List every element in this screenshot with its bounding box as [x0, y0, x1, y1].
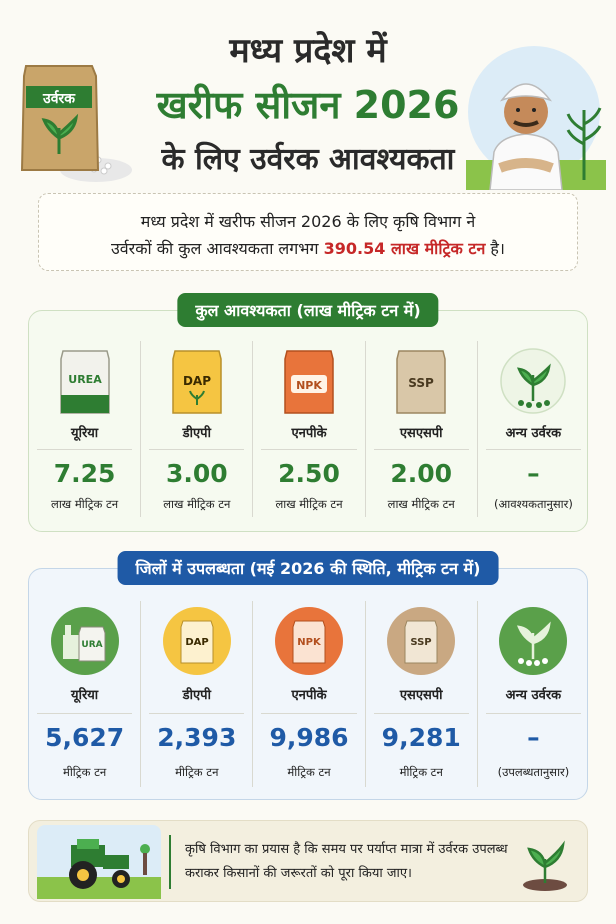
ssp-bag-icon: SSP: [393, 345, 449, 421]
footer-text: कृषि विभाग का प्रयास है कि समय पर पर्याप…: [185, 842, 508, 881]
availability-name-ssp: एसएसपी: [399, 688, 443, 703]
requirement-heading: कुल आवश्यकता (लाख मीट्रिक टन में): [177, 293, 439, 327]
intro-line-2-suffix: है।: [485, 239, 505, 258]
requirement-value-urea: 7.25: [53, 459, 116, 488]
availability-value-other: –: [527, 723, 540, 752]
requirement-panel: कुल आवश्यकता (लाख मीट्रिक टन में) UREA य…: [28, 293, 589, 532]
plant-sprout-icon: [497, 605, 569, 681]
footer-box: कृषि विभाग का प्रयास है कि समय पर पर्याप…: [28, 820, 588, 902]
svg-text:NPK: NPK: [297, 637, 322, 648]
availability-value-npk: 9,986: [269, 723, 349, 752]
title-line-3: के लिए उर्वरक आवश्यकता: [161, 142, 455, 177]
svg-text:SSP: SSP: [411, 637, 432, 648]
divider: [37, 449, 133, 450]
requirement-card-urea: UREA यूरिया 7.25 लाख मीट्रिक टन: [29, 341, 142, 517]
requirement-value-dap: 3.00: [165, 459, 228, 488]
svg-text:DAP: DAP: [183, 374, 211, 388]
intro-line-2: उर्वरकों की कुल आवश्यकता लगभग 390.54 लाख…: [39, 235, 577, 262]
title-line-1: मध्य प्रदेश में: [229, 31, 387, 71]
svg-text:UREA: UREA: [68, 373, 102, 386]
availability-card-ssp: SSP एसएसपी 9,281 मीट्रिक टन: [366, 601, 478, 787]
svg-text:NPK: NPK: [296, 379, 322, 392]
requirement-value-other: –: [527, 459, 540, 488]
availability-card-dap: DAP डीएपी 2,393 मीट्रिक टन: [141, 601, 254, 787]
bag-label-text: उर्वरक: [42, 90, 76, 107]
requirement-card-dap: DAP डीएपी 3.00 लाख मीट्रिक टन: [141, 341, 254, 517]
seedling-icon: [517, 831, 573, 895]
requirement-unit-dap: लाख मीट्रिक टन: [163, 497, 231, 511]
availability-card-npk: NPK एनपीके 9,986 मीट्रिक टन: [253, 601, 366, 787]
divider: [261, 713, 357, 714]
dap-bag-icon: DAP: [161, 605, 233, 681]
requirement-unit-urea: लाख मीट्रिक टन: [51, 497, 119, 511]
divider: [261, 449, 357, 450]
availability-unit-urea: मीट्रिक टन: [62, 765, 107, 779]
dap-bag-icon: DAP: [169, 345, 225, 421]
svg-text:URA: URA: [81, 640, 102, 650]
svg-text:SSP: SSP: [408, 376, 434, 390]
availability-value-ssp: 9,281: [381, 723, 461, 752]
availability-name-dap: डीएपी: [182, 688, 211, 703]
requirement-unit-ssp: लाख मीट्रिक टन: [387, 497, 455, 511]
intro-box: मध्य प्रदेश में खरीफ सीजन 2026 के लिए कृ…: [38, 193, 578, 271]
availability-value-dap: 2,393: [157, 723, 237, 752]
plant-sprout-icon: [499, 345, 567, 421]
requirement-card-other: अन्य उर्वरक – (आवश्यकतानुसार): [478, 341, 589, 517]
header: उर्वरक मध्य प्रदेश में खरीफ सीजन 2026 के…: [0, 0, 616, 191]
availability-panel: जिलों में उपलब्धता (मई 2026 की स्थिति, म…: [28, 551, 589, 800]
urea-bag-icon: UREA: [57, 345, 113, 421]
availability-card-urea: URA यूरिया 5,627 मीट्रिक टन: [29, 601, 142, 787]
requirement-card-npk: NPK एनपीके 2.50 लाख मीट्रिक टन: [253, 341, 366, 517]
availability-name-other: अन्य उर्वरक: [505, 688, 562, 703]
svg-text:DAP: DAP: [185, 637, 208, 648]
farmer-illustration: [456, 40, 606, 194]
title-line-2: खरीफ सीजन 2026: [156, 83, 460, 127]
fertilizer-bag-illustration: उर्वरक: [18, 58, 138, 187]
npk-bag-icon: NPK: [281, 345, 337, 421]
requirement-name-dap: डीएपी: [182, 426, 211, 441]
intro-line-2-prefix: उर्वरकों की कुल आवश्यकता लगभग: [111, 239, 324, 258]
npk-bag-icon: NPK: [273, 605, 345, 681]
divider: [485, 713, 582, 714]
divider: [373, 449, 469, 450]
divider: [373, 713, 469, 714]
tractor-illustration: [37, 825, 161, 903]
divider: [485, 449, 582, 450]
requirement-value-ssp: 2.00: [390, 459, 453, 488]
requirement-unit-other: (आवश्यकतानुसार): [493, 497, 573, 511]
availability-unit-ssp: मीट्रिक टन: [399, 765, 443, 779]
availability-unit-other: (उपलब्धतानुसार): [497, 765, 570, 779]
divider: [149, 713, 245, 714]
availability-name-urea: यूरिया: [71, 688, 99, 703]
requirement-unit-npk: लाख मीट्रिक टन: [275, 497, 343, 511]
availability-name-npk: एनपीके: [291, 688, 327, 703]
requirement-value-npk: 2.50: [278, 459, 340, 488]
availability-value-urea: 5,627: [45, 723, 125, 752]
requirement-name-other: अन्य उर्वरक: [505, 426, 562, 441]
total-requirement-highlight: 390.54 लाख मीट्रिक टन: [323, 239, 486, 258]
urea-factory-icon: URA: [49, 605, 121, 681]
divider: [37, 713, 133, 714]
requirement-card-ssp: SSP एसएसपी 2.00 लाख मीट्रिक टन: [366, 341, 478, 517]
requirement-name-ssp: एसएसपी: [399, 426, 443, 441]
requirement-name-npk: एनपीके: [291, 426, 327, 441]
availability-unit-dap: मीट्रिक टन: [175, 765, 219, 779]
footer-divider: [169, 835, 171, 889]
ssp-bag-icon: SSP: [385, 605, 457, 681]
availability-heading: जिलों में उपलब्धता (मई 2026 की स्थिति, म…: [117, 551, 499, 585]
requirement-name-urea: यूरिया: [71, 426, 99, 441]
availability-unit-npk: मीट्रिक टन: [287, 765, 331, 779]
divider: [149, 449, 245, 450]
availability-card-other: अन्य उर्वरक – (उपलब्धतानुसार): [478, 601, 589, 787]
intro-line-1: मध्य प्रदेश में खरीफ सीजन 2026 के लिए कृ…: [140, 212, 476, 231]
